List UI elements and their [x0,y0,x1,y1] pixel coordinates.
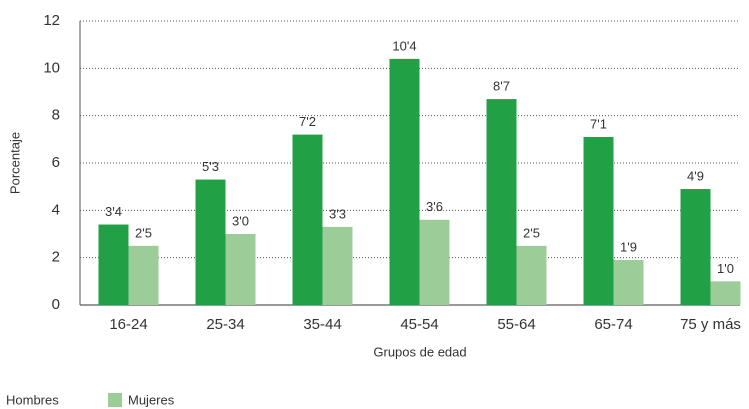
y-tick-label: 6 [52,154,60,171]
bar [195,179,226,305]
value-label: 7'2 [299,114,316,129]
bar [710,281,741,305]
value-label: 1'0 [717,261,734,276]
x-tick-label: 55-64 [497,316,535,333]
bar [322,226,353,305]
value-label: 3'3 [329,206,346,221]
bar [613,260,644,305]
legend-label: Mujeres [128,392,175,407]
x-tick-label: 75 y más [680,316,741,333]
bar [225,234,256,305]
value-label: 8'7 [493,79,510,94]
y-tick-label: 12 [43,12,60,29]
legend-swatch [108,393,122,407]
value-label: 1'9 [620,239,637,254]
x-tick-label: 65-74 [594,316,632,333]
value-label: 4'9 [687,168,704,183]
value-label: 3'0 [232,213,249,228]
x-tick-label: 35-44 [303,316,341,333]
y-axis-label: Porcentaje [7,132,22,194]
bar [128,245,159,305]
value-label: 3'4 [105,204,122,219]
value-label: 3'6 [426,199,443,214]
value-label: 7'1 [590,116,607,131]
bar [680,189,711,305]
x-axis-label: Grupos de edad [373,344,466,359]
bar [486,99,517,305]
y-tick-label: 8 [52,107,60,124]
y-tick-label: 0 [52,296,60,313]
value-label: 2'5 [135,225,152,240]
x-tick-label: 25-34 [206,316,244,333]
y-tick-label: 10 [43,59,60,76]
bar [98,224,129,305]
x-tick-label: 45-54 [400,316,438,333]
y-tick-label: 4 [52,201,60,218]
x-tick-label: 16-24 [109,316,147,333]
bar [516,245,547,305]
bar [583,136,614,305]
bar [389,58,420,305]
value-label: 2'5 [523,225,540,240]
y-tick-label: 2 [52,249,60,266]
legend-label: Hombres [6,392,59,407]
bar [292,134,323,305]
bar [419,219,450,305]
value-label: 5'3 [202,159,219,174]
value-label: 10'4 [392,38,416,53]
